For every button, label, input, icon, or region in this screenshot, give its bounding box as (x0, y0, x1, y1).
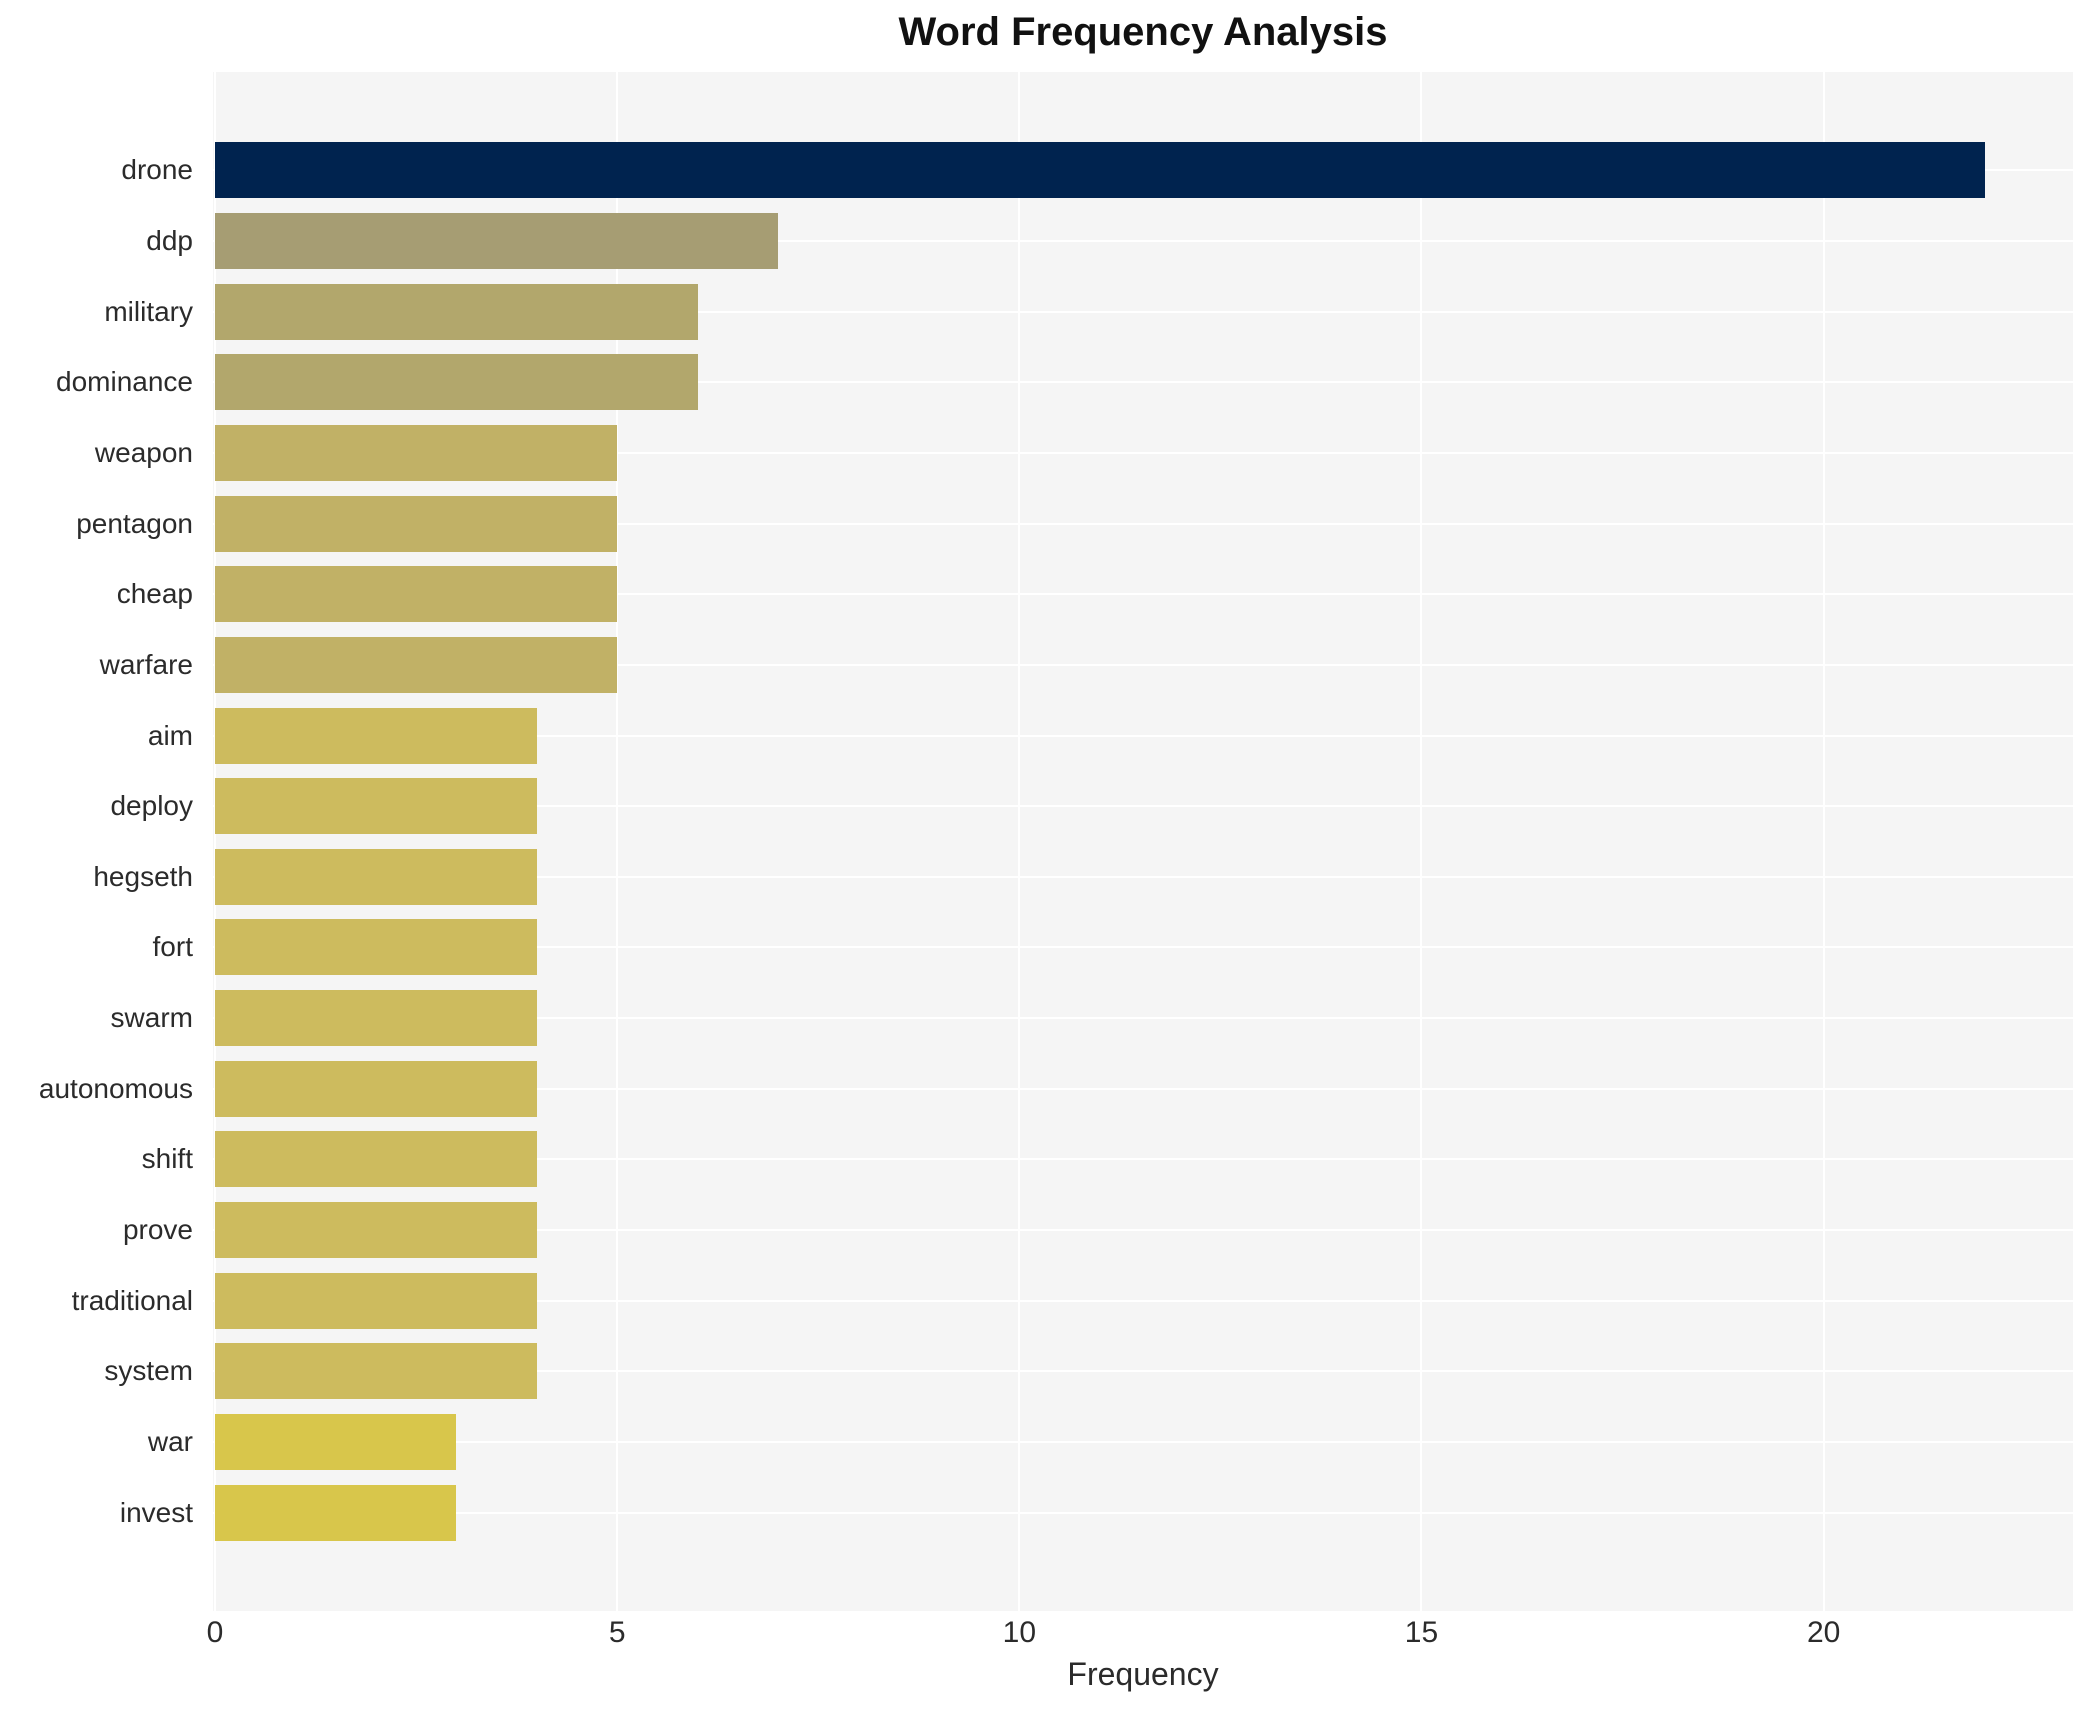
h-gridline (213, 805, 2073, 808)
bar-traditional (215, 1272, 537, 1329)
h-gridline (213, 946, 2073, 949)
y-tick-label-autonomous: autonomous (38, 1072, 193, 1104)
x-tick-label-15: 15 (1404, 1616, 1439, 1649)
h-gridline (213, 1017, 2073, 1020)
v-gridline-5 (616, 72, 619, 1611)
h-gridline (213, 1229, 2073, 1232)
y-tick-label-invest: invest (119, 1496, 193, 1528)
h-gridline (213, 239, 2073, 242)
y-tick-label-war: war (147, 1426, 193, 1458)
h-gridline (213, 1441, 2073, 1444)
bar-fort (215, 919, 537, 976)
y-tick-label-hegseth: hegseth (93, 860, 193, 892)
y-tick-label-shift: shift (141, 1143, 193, 1175)
bar-system (215, 1343, 537, 1400)
h-gridline (213, 1511, 2073, 1514)
bar-ddp (215, 212, 779, 269)
v-gridline-10 (1018, 72, 1021, 1611)
y-tick-label-military: military (104, 295, 193, 327)
y-tick-label-weapon: weapon (94, 436, 193, 468)
chart-title: Word Frequency Analysis (898, 10, 1388, 54)
bar-swarm (215, 990, 537, 1047)
h-gridline (213, 1370, 2073, 1373)
y-tick-label-system: system (104, 1355, 193, 1387)
bar-deploy (215, 778, 537, 835)
v-gridline-15 (1420, 72, 1423, 1611)
bar-drone (215, 142, 1985, 199)
bar-dominance (215, 354, 698, 411)
y-tick-label-traditional: traditional (71, 1284, 193, 1316)
h-gridline (213, 451, 2073, 454)
plot-area (213, 72, 2073, 1611)
h-gridline (213, 310, 2073, 313)
x-tick-label-5: 5 (608, 1616, 626, 1649)
x-tick-label-0: 0 (206, 1616, 224, 1649)
x-tick-label-20: 20 (1806, 1616, 1841, 1649)
bar-war (215, 1414, 457, 1471)
bar-invest (215, 1484, 457, 1541)
y-tick-label-ddp: ddp (146, 224, 193, 256)
x-axis-title: Frequency (1067, 1656, 1219, 1692)
y-tick-label-drone: drone (121, 154, 193, 186)
h-gridline (213, 1087, 2073, 1090)
bar-warfare (215, 636, 618, 693)
bar-shift (215, 1131, 537, 1188)
y-tick-label-dominance: dominance (56, 366, 193, 398)
bar-prove (215, 1202, 537, 1259)
bar-military (215, 283, 698, 340)
y-tick-label-deploy: deploy (110, 790, 193, 822)
y-tick-label-fort: fort (152, 931, 193, 963)
h-gridline (213, 875, 2073, 878)
h-gridline (213, 522, 2073, 525)
bar-weapon (215, 424, 618, 481)
v-gridline-0 (214, 72, 216, 1611)
bar-hegseth (215, 848, 537, 905)
x-axis: 0 5 10 15 20 (207, 1616, 2073, 1658)
h-gridline (213, 381, 2073, 384)
h-gridline (213, 1299, 2073, 1302)
y-axis-labels: drone ddp military dominance weapon pentagon c… (0, 72, 203, 1611)
y-tick-label-prove: prove (122, 1214, 193, 1246)
x-tick-label-10: 10 (1002, 1616, 1037, 1649)
h-gridline (213, 663, 2073, 666)
bar-aim (215, 707, 537, 764)
bar-cheap (215, 566, 618, 623)
h-gridline (213, 734, 2073, 737)
y-tick-label-pentagon: pentagon (76, 507, 193, 539)
h-gridline (213, 1158, 2073, 1161)
h-gridline (213, 593, 2073, 596)
y-tick-label-aim: aim (147, 719, 193, 751)
y-tick-label-cheap: cheap (116, 578, 193, 610)
v-gridline-20 (1822, 72, 1825, 1611)
bar-pentagon (215, 495, 618, 552)
y-tick-label-warfare: warfare (99, 648, 193, 680)
y-tick-label-swarm: swarm (110, 1002, 193, 1034)
bar-autonomous (215, 1060, 537, 1117)
